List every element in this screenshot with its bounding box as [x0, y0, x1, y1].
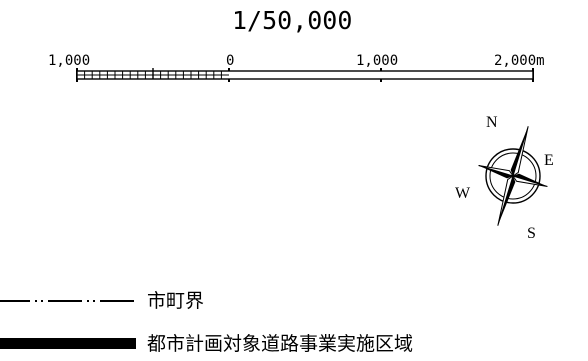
legend-label-municipal-boundary: 市町界	[147, 290, 205, 312]
legend-label-road-project-area: 都市計画対象道路事業実施区域	[147, 333, 414, 355]
thick-black-bar-icon	[0, 338, 136, 349]
compass-rose-icon: N E W S	[455, 114, 554, 240]
scale-ratio: 1/50,000	[232, 6, 353, 35]
compass-label-south: S	[527, 225, 536, 240]
scale-bar	[76, 68, 534, 82]
compass-label-north: N	[486, 114, 498, 131]
compass-label-west: W	[455, 185, 471, 202]
legend-item-municipal-boundary: 市町界	[0, 289, 588, 313]
scale-tick-label-1000-right: 1,000	[356, 53, 399, 69]
scale-tick-label-0: 0	[226, 53, 235, 69]
dash-dot-dot-line-icon	[0, 300, 134, 302]
scale-tick-label-1000-left: 1,000	[48, 53, 91, 69]
compass-label-east: E	[544, 152, 554, 169]
legend-item-road-project-area: 都市計画対象道路事業実施区域	[0, 332, 588, 356]
scale-tick-label-2000m: 2,000m	[494, 53, 545, 69]
